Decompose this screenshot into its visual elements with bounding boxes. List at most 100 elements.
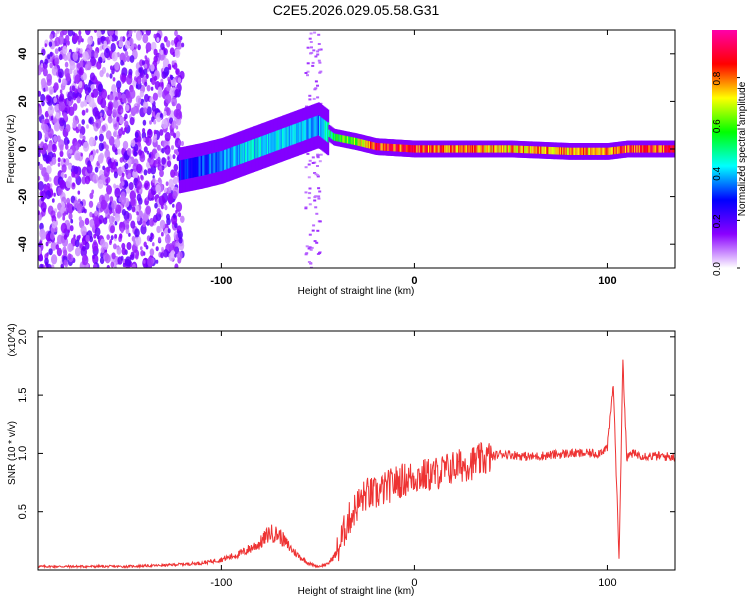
- heatmap-cell: [112, 109, 118, 118]
- heatmap-cell: [130, 220, 136, 229]
- heatmap-cell: [106, 185, 112, 195]
- heatmap-cell: [433, 145, 436, 153]
- heatmap-cell: [106, 72, 109, 78]
- heatmap-cell: [558, 147, 561, 155]
- heatmap-cell: [171, 96, 178, 107]
- heatmap-cell: [120, 109, 124, 114]
- heatmap-cell: [539, 146, 542, 154]
- heatmap-cell: [94, 210, 98, 217]
- heatmap-cell: [135, 131, 139, 138]
- heatmap-cell: [121, 242, 126, 250]
- heatmap-cell: [308, 94, 312, 97]
- heatmap-cell: [111, 252, 116, 260]
- heatmap-cell: [356, 138, 359, 146]
- heatmap-cell: [597, 147, 599, 155]
- heatmap-cell: [316, 165, 319, 167]
- heatmap-cell: [57, 157, 61, 163]
- heatmap-cell: [666, 145, 669, 153]
- heatmap-cell: [476, 145, 479, 153]
- heatmap-cell: [142, 137, 146, 142]
- heatmap-cell: [524, 145, 527, 154]
- heatmap-cell: [445, 145, 448, 153]
- heatmap-cell: [308, 203, 312, 206]
- heatmap-cell: [650, 145, 653, 153]
- heatmap-cell: [585, 147, 588, 155]
- heatmap-cell: [665, 145, 668, 153]
- heatmap-cell: [97, 83, 104, 93]
- heatmap-cell: [80, 152, 83, 157]
- heatmap-cell: [313, 199, 317, 202]
- heatmap-cell: [478, 145, 481, 153]
- heatmap-cell: [336, 134, 339, 142]
- heatmap-cell: [49, 62, 53, 69]
- heatmap-cell: [78, 216, 82, 222]
- heatmap-cell: [513, 145, 516, 153]
- heatmap-cell: [594, 147, 597, 155]
- heatmap-cell: [167, 160, 172, 168]
- heatmap-cell: [345, 136, 348, 144]
- heatmap-cell: [307, 247, 311, 250]
- heatmap-cell: [100, 173, 105, 180]
- heatmap-cell: [194, 157, 196, 178]
- heatmap-cell: [119, 233, 123, 239]
- y-tick-label: 0: [17, 146, 29, 152]
- heatmap-cell: [110, 225, 115, 234]
- heatmap-cell: [100, 238, 106, 248]
- chart-title: C2E5.2026.029.05.58.G31: [273, 2, 440, 18]
- heatmap-cell: [124, 256, 132, 267]
- heatmap-cell: [76, 47, 79, 52]
- heatmap-cell: [292, 124, 295, 145]
- heatmap-cell: [505, 145, 508, 153]
- y-tick-label: 40: [17, 48, 29, 60]
- heatmap-cell: [615, 146, 618, 154]
- heatmap-cell: [586, 147, 589, 155]
- heatmap-cell: [78, 66, 84, 76]
- heatmap-cell: [153, 48, 158, 56]
- heatmap-cell: [646, 145, 649, 153]
- heatmap-cell: [124, 113, 128, 120]
- heatmap-cell: [312, 117, 315, 138]
- heatmap-cell: [85, 108, 89, 113]
- heatmap-cell: [308, 187, 312, 190]
- heatmap-cell: [219, 151, 222, 172]
- heatmap-cell: [46, 143, 53, 153]
- heatmap-cell: [132, 169, 139, 179]
- heatmap-cell: [389, 143, 392, 152]
- heatmap-cell: [51, 254, 58, 265]
- heatmap-cell: [483, 145, 486, 153]
- heatmap-cell: [588, 147, 591, 155]
- heatmap-cell: [595, 147, 598, 155]
- heatmap-cell: [346, 136, 349, 144]
- heatmap-cell: [90, 92, 94, 98]
- heatmap-cell: [124, 163, 129, 170]
- heatmap-cell: [454, 145, 457, 153]
- heatmap-cell: [624, 145, 627, 153]
- heatmap-cell: [448, 145, 451, 153]
- heatmap-cell: [175, 68, 180, 76]
- heatmap-cell: [373, 142, 376, 150]
- heatmap-cell: [143, 107, 148, 114]
- heatmap-cell: [316, 174, 320, 177]
- heatmap-cell: [227, 148, 230, 169]
- heatmap-cell: [189, 158, 192, 179]
- heatmap-cell: [318, 252, 321, 255]
- heatmap-cell: [121, 74, 127, 83]
- heatmap-cell: [51, 198, 55, 203]
- heatmap-cell: [349, 136, 352, 144]
- heatmap-cell: [59, 179, 66, 190]
- heatmap-cell: [161, 147, 165, 154]
- heatmap-cell: [83, 99, 88, 107]
- heatmap-cell: [44, 58, 49, 65]
- heatmap-cell: [176, 116, 182, 126]
- snr-y-axis-label: SNR (10 * v/v): [7, 421, 18, 485]
- heatmap-cell: [431, 145, 434, 153]
- heatmap-cell: [175, 201, 183, 212]
- heatmap-cell: [218, 151, 221, 172]
- heatmap-cell: [335, 133, 338, 142]
- heatmap-cell: [247, 141, 250, 162]
- heatmap-cell: [316, 115, 319, 136]
- heatmap-cell: [246, 141, 249, 162]
- heatmap-cell: [133, 204, 140, 214]
- heatmap-cell: [149, 120, 152, 125]
- heatmap-cell: [177, 230, 183, 239]
